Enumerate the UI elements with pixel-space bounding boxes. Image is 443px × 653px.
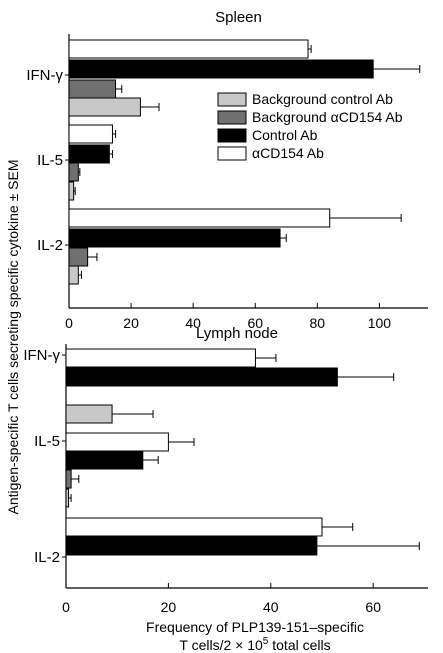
spleen-bar-il-2-alphacd154-ab: [68, 208, 331, 228]
spleen-title: Spleen: [215, 9, 262, 26]
legend-label-control-ab: Control Ab: [252, 127, 318, 143]
spleen-bar-ifn-gamma-background-alphacd154-ab: [68, 79, 117, 99]
spleen-x-tick-label-20: 20: [123, 315, 139, 331]
spleen-bar-il-2-control-ab: [68, 228, 281, 248]
legend-swatch-background-alphacd154-ab: [217, 110, 247, 125]
x-axis-label-line2-suffix: total cells: [268, 637, 330, 653]
spleen-bar-il-2-background-control-ab: [68, 265, 79, 285]
lymph-node-bar-ifn-gamma-background-control-ab: [65, 404, 113, 424]
spleen-bar-ifn-gamma-control-ab: [68, 59, 374, 79]
lymph-node-bar-ifn-gamma-control-ab: [65, 367, 338, 387]
spleen-bar-ifn-gamma-alphacd154-ab: [68, 39, 309, 59]
legend-swatch-control-ab: [217, 128, 247, 143]
legend-label-background-alphacd154-ab: Background αCD154 Ab: [252, 109, 403, 125]
spleen-x-tick-label-100: 100: [368, 315, 392, 331]
lymph-node-x-tick-label-40: 40: [263, 599, 279, 615]
spleen-bar-ifn-gamma-background-control-ab: [68, 97, 141, 117]
spleen-bar-il-5-alphacd154-ab: [68, 124, 113, 144]
lymph-node-cat-label-ifn-gamma: IFN-γ: [23, 347, 60, 364]
lymph-node-bar-il-2-control-ab: [65, 536, 318, 556]
spleen-x-tick-label-0: 0: [65, 315, 73, 331]
lymph-node-x-tick-label-0: 0: [62, 599, 70, 615]
lymph-node-bar-il-5-background-control-ab: [65, 488, 70, 508]
x-axis-label-line2: T cells/2 × 105 total cells: [179, 636, 330, 653]
lymph-node-panel: Lymph node 0 20 40 60 IFN-γ IL-5 IL-2: [23, 325, 428, 615]
lymph-node-x-tick-label-60: 60: [365, 599, 381, 615]
legend-swatch-background-control-ab: [217, 92, 247, 107]
legend: Background control Ab Background αCD154 A…: [217, 91, 403, 161]
lymph-node-cat-label-il-2: IL-2: [34, 549, 60, 566]
x-axis-label-line2-sup: 5: [263, 636, 269, 647]
lymph-node-bar-il-2-alphacd154-ab: [65, 517, 323, 537]
spleen-bar-il-2-background-alphacd154-ab: [68, 247, 89, 267]
spleen-cat-label-il-5: IL-5: [37, 152, 63, 169]
legend-label-background-control-ab: Background control Ab: [252, 91, 393, 107]
spleen-x-tick-label-80: 80: [310, 315, 326, 331]
spleen-bar-il-5-control-ab: [68, 144, 110, 164]
spleen-x-tick-label-60: 60: [247, 315, 263, 331]
lymph-node-x-tick-label-20: 20: [161, 599, 177, 615]
lymph-node-bar-il-5-background-alphacd154-ab: [65, 469, 72, 489]
lymph-node-bar-il-5-alphacd154-ab: [65, 432, 169, 452]
x-axis-label-line2-prefix: T cells/2 × 10: [179, 637, 263, 653]
lymph-node-title: Lymph node: [196, 325, 278, 342]
y-axis-label: Antigen-specific T cells secreting speci…: [5, 160, 21, 515]
spleen-cat-label-ifn-gamma: IFN-γ: [26, 67, 63, 84]
spleen-cat-label-il-2: IL-2: [37, 237, 63, 254]
legend-label-alphacd154-ab: αCD154 Ab: [252, 145, 324, 161]
x-axis-label-line1: Frequency of PLP139-151–specific: [146, 619, 364, 635]
legend-swatch-alphacd154-ab: [217, 146, 247, 161]
spleen-panel: Spleen 0 20 40 60 80 100 IFN-γ IL-5 IL-2: [26, 9, 428, 331]
spleen-bar-il-5-background-alphacd154-ab: [68, 162, 79, 182]
spleen-x-tick-label-40: 40: [185, 315, 201, 331]
spleen-bar-il-5-background-control-ab: [68, 181, 75, 201]
lymph-node-cat-label-il-5: IL-5: [34, 433, 60, 450]
lymph-node-bar-ifn-gamma-alphacd154-ab: [65, 348, 256, 368]
lymph-node-bar-il-5-control-ab: [65, 450, 144, 470]
